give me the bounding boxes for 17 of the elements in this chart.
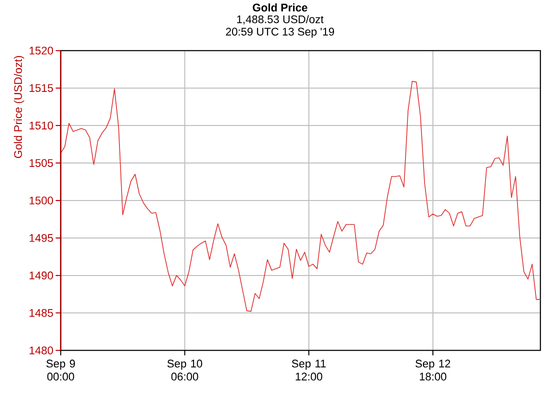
- y-tick-label: 1500: [30, 196, 54, 204]
- y-tick-label: 1515: [30, 84, 53, 92]
- y-axis-title: Gold Price (USD/ozt): [14, 56, 24, 158]
- y-tick-label: 1510: [30, 122, 54, 130]
- y-tick-label: 1490: [30, 272, 54, 280]
- x-tick-label: Sep 9 00:00: [46, 360, 75, 380]
- x-tick-label: Sep 11 12:00: [292, 360, 326, 380]
- x-tick-label: Sep 12 18:00: [416, 360, 450, 380]
- chart-title: Gold Price: [252, 3, 308, 12]
- y-tick-label: 1495: [30, 234, 53, 242]
- text: 20:59 UTC 13 Sep '19: [226, 28, 334, 38]
- y-tick-label: 1520: [30, 46, 54, 55]
- y-tick-label: 1505: [30, 159, 53, 167]
- y-tick-label: 1485: [30, 309, 53, 317]
- chart-subtitle: 1,488.53 USD/ozt: [237, 15, 324, 25]
- y-tick-label: 1480: [30, 346, 54, 354]
- x-tick-label: Sep 10 06:00: [167, 360, 202, 380]
